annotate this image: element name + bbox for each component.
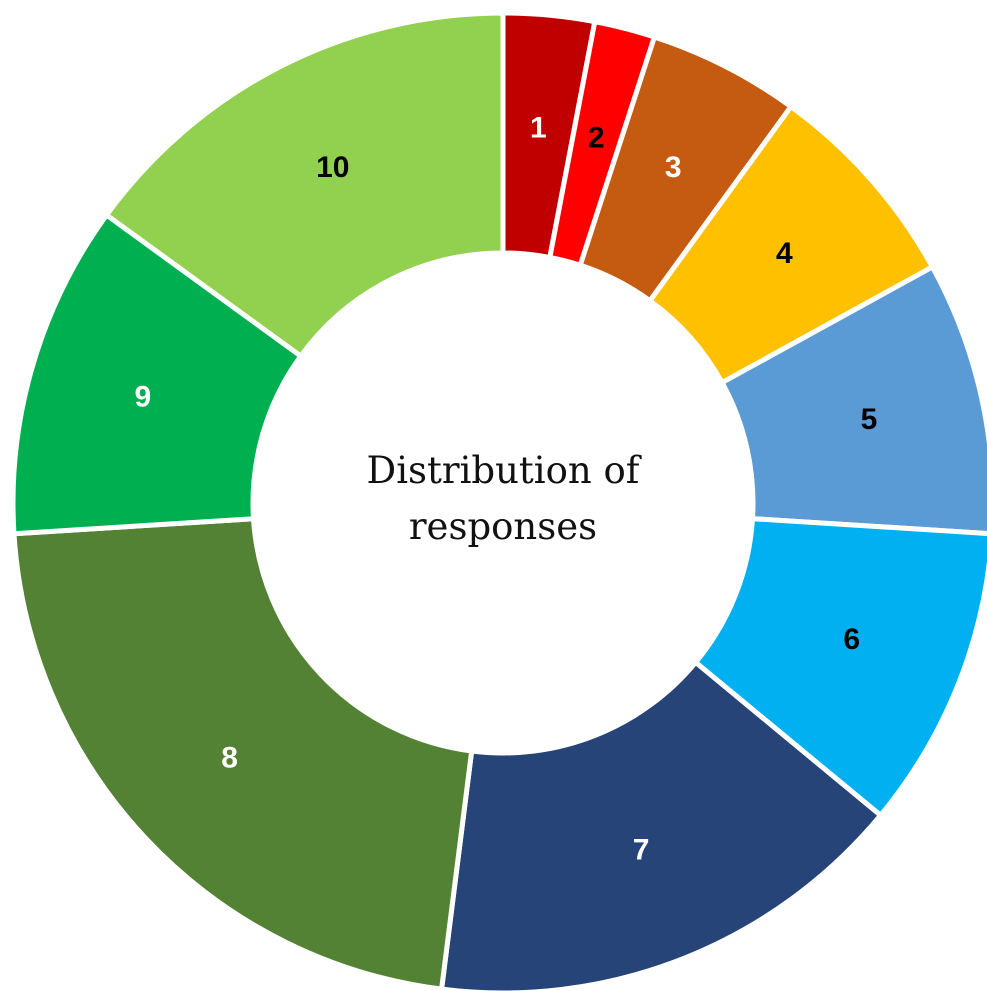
segment-label: 6 (843, 623, 860, 656)
donut-segment (718, 263, 987, 536)
segment-label: 7 (633, 834, 650, 867)
segment-label: 2 (588, 122, 605, 155)
segment-label: 5 (861, 403, 878, 436)
segment-label: 4 (776, 237, 793, 270)
donut-segment (11, 516, 475, 991)
segment-label: 8 (221, 742, 238, 775)
segment-label: 1 (530, 112, 547, 145)
donut-segment (438, 658, 885, 991)
segment-label: 3 (665, 151, 682, 184)
donut-segment (103, 10, 506, 360)
segment-label: 10 (316, 151, 349, 184)
donut-segment (10, 211, 305, 537)
donut-segment (692, 516, 987, 819)
chart-title: Distribution of responses (366, 449, 640, 548)
segment-label: 9 (135, 380, 152, 413)
